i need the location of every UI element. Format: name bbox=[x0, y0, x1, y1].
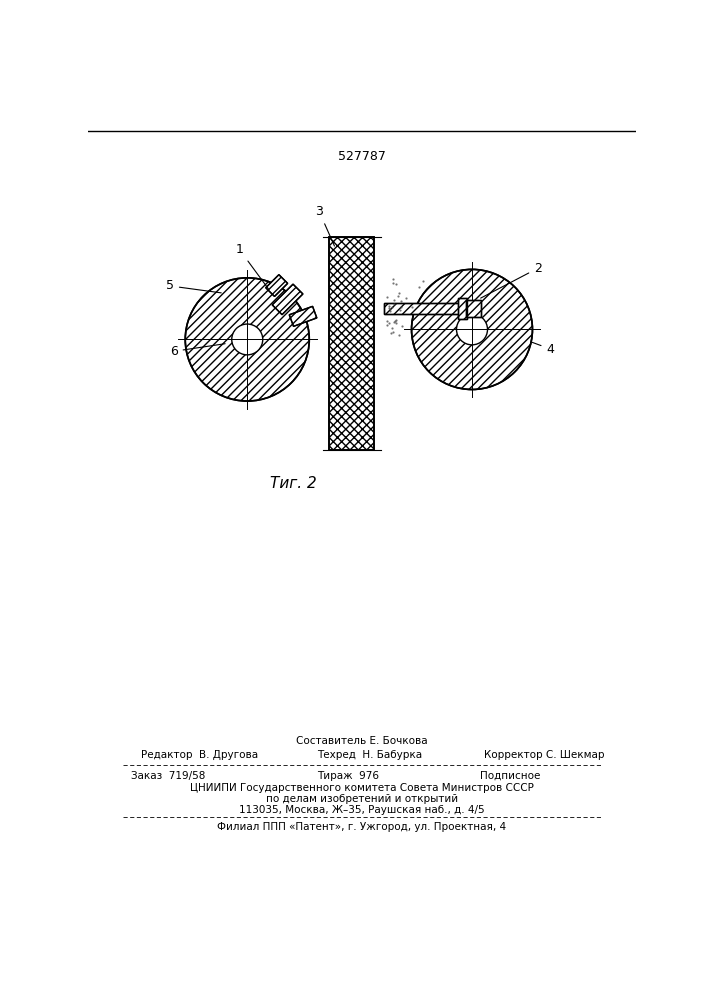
Bar bbox=[329, 237, 374, 450]
FancyBboxPatch shape bbox=[289, 306, 317, 326]
Text: 4: 4 bbox=[531, 342, 554, 356]
Text: Подписное: Подписное bbox=[480, 771, 540, 781]
Text: по делам изобретений и открытий: по делам изобретений и открытий bbox=[266, 794, 458, 804]
Circle shape bbox=[185, 278, 309, 401]
Text: Корректор С. Шекмар: Корректор С. Шекмар bbox=[484, 750, 604, 760]
Text: 2: 2 bbox=[481, 262, 542, 298]
Bar bbox=[458, 298, 467, 319]
Text: 1: 1 bbox=[235, 243, 269, 289]
Text: Филиал ППП «Патент», г. Ужгород, ул. Проектная, 4: Филиал ППП «Патент», г. Ужгород, ул. Про… bbox=[217, 822, 506, 832]
Bar bbox=[458, 298, 467, 319]
Text: Τиг. 2: Τиг. 2 bbox=[270, 476, 317, 491]
FancyBboxPatch shape bbox=[266, 275, 288, 296]
Bar bbox=[329, 237, 374, 450]
Circle shape bbox=[232, 324, 263, 355]
Bar bbox=[466, 300, 481, 317]
Text: 527787: 527787 bbox=[338, 150, 386, 163]
Circle shape bbox=[411, 269, 532, 389]
Bar bbox=[384, 303, 476, 314]
Text: Редактор  В. Другова: Редактор В. Другова bbox=[141, 750, 258, 760]
FancyBboxPatch shape bbox=[272, 284, 303, 315]
Bar bbox=[384, 303, 476, 314]
Circle shape bbox=[457, 314, 488, 345]
Text: 113035, Москва, Ж–35, Раушская наб., д. 4/5: 113035, Москва, Ж–35, Раушская наб., д. … bbox=[239, 805, 485, 815]
Text: Техред  Н. Бабурка: Техред Н. Бабурка bbox=[317, 750, 422, 760]
Text: Тираж  976: Тираж 976 bbox=[317, 771, 379, 781]
Text: Составитель Е. Бочкова: Составитель Е. Бочкова bbox=[296, 736, 428, 746]
Text: 6: 6 bbox=[170, 344, 225, 358]
Text: 5: 5 bbox=[166, 279, 221, 293]
Bar bbox=[466, 300, 481, 317]
Text: ЦНИИПИ Государственного комитета Совета Министров СССР: ЦНИИПИ Государственного комитета Совета … bbox=[190, 783, 534, 793]
Text: Заказ  719/58: Заказ 719/58 bbox=[131, 771, 205, 781]
Text: 3: 3 bbox=[315, 205, 334, 246]
